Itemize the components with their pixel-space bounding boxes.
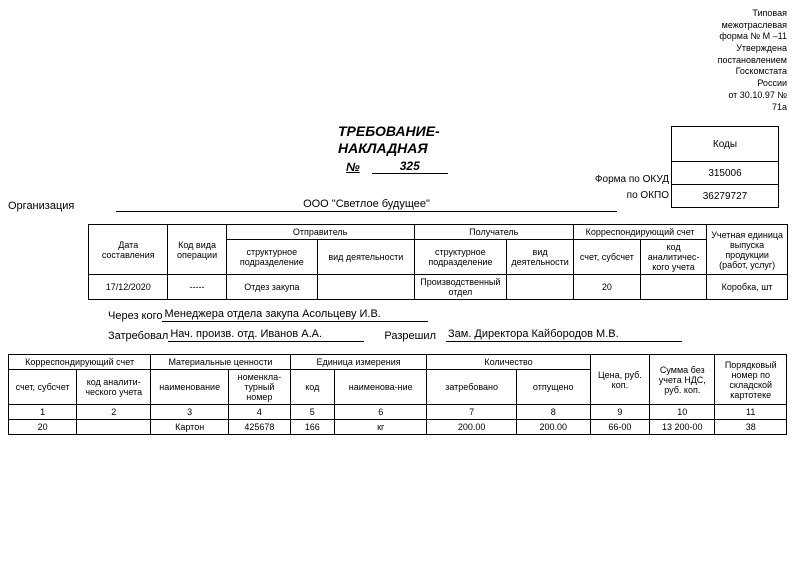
cell-date: 17/12/2020 <box>89 275 168 300</box>
codes-table: Коды 315006 36279727 <box>671 126 779 208</box>
via-value: Менеджера отдела закупа Асольцеву И.В. <box>162 308 428 322</box>
th2-nomen: номенкла-турный номер <box>229 370 291 405</box>
cell-account: 20 <box>573 275 640 300</box>
th-recipient: Получатель <box>414 225 573 240</box>
cell-unit: Коробка, шт <box>707 275 788 300</box>
cell-price: 66-00 <box>590 420 650 435</box>
th-opcode: Код вида операции <box>168 225 226 275</box>
th2-qty: Количество <box>427 355 590 370</box>
th-sender: Отправитель <box>226 225 414 240</box>
th2-ord: Порядковый номер по складской картотеке <box>715 355 787 405</box>
organization-value: ООО "Светлое будущее" <box>116 198 617 212</box>
th-sender-activity: вид деятельности <box>318 240 415 275</box>
cell-recipient-struct: Производственный отдел <box>414 275 507 300</box>
okud-label: Форма по ОКУД <box>595 164 669 185</box>
organization-label: Организация <box>8 200 116 212</box>
th-account: счет, субсчет <box>573 240 640 275</box>
th-recipient-activity: вид деятельности <box>507 240 574 275</box>
cell-unitname: кг <box>334 420 427 435</box>
th2-released: отпущено <box>516 370 590 405</box>
okud-value: 315006 <box>672 162 779 185</box>
th2-unitname: наименова-ние <box>334 370 427 405</box>
cell-released: 200.00 <box>516 420 590 435</box>
items-table: Корреспондирующий счет Материальные ценн… <box>8 354 787 435</box>
document-number: 325 <box>372 159 448 174</box>
cell-ord: 38 <box>715 420 787 435</box>
cell-recipient-activity <box>507 275 574 300</box>
th2-code: код <box>290 370 334 405</box>
cell-sender-struct: Отдез закупа <box>226 275 317 300</box>
th2-price: Цена, руб. коп. <box>590 355 650 405</box>
header-table: Дата составления Код вида операции Отпра… <box>88 224 788 300</box>
th2-materials: Материальные ценности <box>151 355 290 370</box>
table-num-row: 1 2 3 4 5 6 7 8 9 10 11 <box>9 405 787 420</box>
cell-analcode <box>640 275 706 300</box>
th2-account: счет, субсчет <box>9 370 77 405</box>
th-date: Дата составления <box>89 225 168 275</box>
cell-requested: 200.00 <box>427 420 516 435</box>
th2-name: наименование <box>151 370 229 405</box>
th-sender-struct: структурное подразделение <box>226 240 317 275</box>
cell-name: Картон <box>151 420 229 435</box>
th2-requested: затребовано <box>427 370 516 405</box>
th2-sum: Сумма без учета НДС, руб. коп. <box>650 355 715 405</box>
cell-sum: 13 200-00 <box>650 420 715 435</box>
th2-corr: Корреспондирующий счет <box>9 355 151 370</box>
cell-analcode <box>77 420 151 435</box>
cell-sender-activity <box>318 275 415 300</box>
requested-value: Нач. произв. отд. Иванов А.А. <box>168 328 364 342</box>
cell-account: 20 <box>9 420 77 435</box>
cell-code: 166 <box>290 420 334 435</box>
okpo-label: по ОКПО <box>595 185 669 206</box>
th2-unit: Единица измерения <box>290 355 427 370</box>
th-analcode: код аналитичес-кого учета <box>640 240 706 275</box>
th-unit: Учетная единица выпуска продукции (работ… <box>707 225 788 275</box>
requested-label: Затребовал <box>108 330 168 342</box>
cell-opcode: ----- <box>168 275 226 300</box>
cell-nomen: 425678 <box>229 420 291 435</box>
th2-analcode: код аналити-ческого учета <box>77 370 151 405</box>
codes-header: Коды <box>672 127 779 162</box>
okpo-value: 36279727 <box>672 185 779 208</box>
approved-value: Зам. Директора Кайбородов М.В. <box>446 328 682 342</box>
via-label: Через кого <box>108 310 162 322</box>
approved-label: Разрешил <box>384 330 436 342</box>
table-row: 17/12/2020 ----- Отдез закупа Производст… <box>89 275 788 300</box>
th-corr: Корреспондирующий счет <box>573 225 706 240</box>
number-label: № <box>346 160 360 174</box>
table-row: 20 Картон 425678 166 кг 200.00 200.00 66… <box>9 420 787 435</box>
th-recipient-struct: структурное подразделение <box>414 240 507 275</box>
form-approval-header: Типовая межотраслевая форма № М –11 Утве… <box>8 8 787 113</box>
document-title: ТРЕБОВАНИЕ- НАКЛАДНАЯ № 325 <box>338 123 448 174</box>
